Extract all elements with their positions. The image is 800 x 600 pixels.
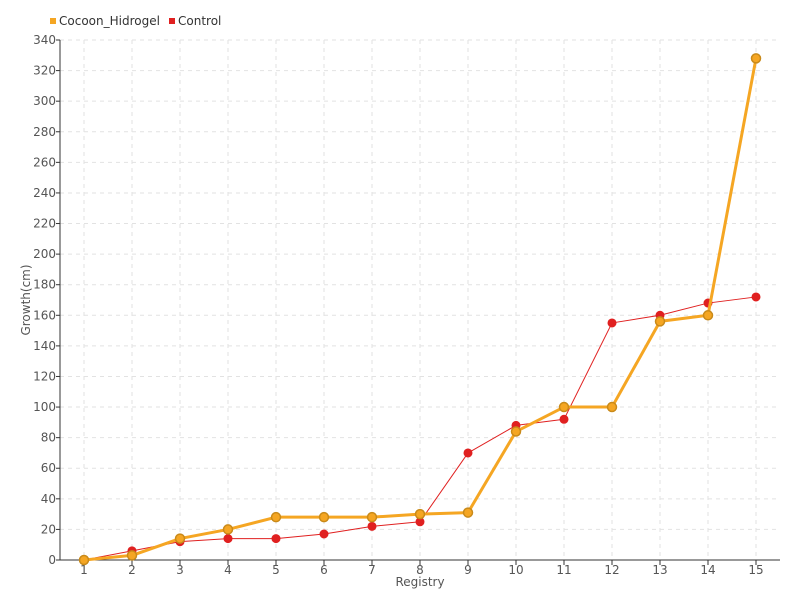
y-tick-label: 160 — [33, 308, 56, 322]
y-tick-label: 240 — [33, 186, 56, 200]
y-axis-ticks: 0 20 40 60 80 100 120 140 160 180 200 220 240 260 280 3… — [33, 33, 60, 567]
data-point-control — [463, 448, 473, 458]
legend: Cocoon_Hidrogel Control — [50, 14, 221, 28]
x-tick-label: 14 — [700, 563, 715, 577]
x-tick-label: 1 — [80, 563, 88, 577]
data-point-cocoon-hidrogel — [270, 511, 282, 523]
series-line-cocoon-hidrogel — [83, 58, 758, 562]
y-tick-label: 260 — [33, 155, 56, 169]
x-tick-label: 9 — [464, 563, 472, 577]
data-point-cocoon-hidrogel — [222, 524, 234, 535]
data-point-cocoon-hidrogel — [318, 511, 330, 523]
y-tick-label: 40 — [41, 492, 56, 506]
y-tick-label: 120 — [33, 369, 56, 383]
data-point-control — [751, 292, 761, 302]
x-tick-label: 8 — [416, 563, 424, 577]
data-point-cocoon-hidrogel — [366, 511, 378, 523]
x-tick-label: 12 — [604, 563, 619, 577]
legend-swatch-cocoon-hidrogel — [50, 18, 56, 24]
y-tick-label: 340 — [33, 33, 56, 47]
data-point-cocoon-hidrogel — [414, 508, 426, 520]
data-point-control — [271, 534, 281, 544]
x-tick-label: 2 — [128, 563, 136, 577]
data-point-cocoon-hidrogel — [78, 554, 90, 566]
data-point-cocoon-hidrogel — [174, 533, 186, 544]
series-layer — [78, 53, 762, 566]
x-tick-label: 13 — [652, 563, 667, 577]
data-point-control — [559, 414, 569, 424]
x-tick-label: 6 — [320, 563, 328, 577]
grid — [60, 39, 780, 560]
x-tick-label: 7 — [368, 563, 376, 577]
x-tick-label: 4 — [224, 563, 232, 577]
data-point-control — [319, 529, 329, 539]
y-tick-label: 220 — [33, 217, 56, 231]
y-tick-label: 80 — [41, 431, 56, 445]
data-point-cocoon-hidrogel — [510, 426, 522, 437]
x-tick-label: 10 — [508, 563, 523, 577]
data-point-control — [223, 534, 233, 544]
y-tick-label: 280 — [33, 125, 56, 139]
x-tick-label: 3 — [176, 563, 184, 577]
data-point-cocoon-hidrogel — [462, 507, 474, 518]
legend-swatch-control — [169, 18, 175, 24]
x-tick-label: 11 — [556, 563, 571, 577]
y-tick-label: 60 — [41, 461, 56, 475]
legend-label-cocoon-hidrogel: Cocoon_Hidrogel — [59, 14, 160, 28]
data-point-cocoon-hidrogel — [750, 53, 762, 64]
y-tick-label: 20 — [41, 522, 56, 536]
data-point-cocoon-hidrogel — [654, 316, 666, 327]
data-point-cocoon-hidrogel — [126, 550, 138, 561]
y-tick-label: 300 — [33, 94, 56, 108]
legend-label-control: Control — [178, 14, 221, 28]
y-tick-label: 180 — [33, 278, 56, 292]
x-axis-ticks: 1 2 3 4 5 6 7 8 9 10 11 12 13 14 15 — [80, 560, 764, 577]
data-point-control — [607, 318, 617, 328]
x-tick-label: 15 — [748, 563, 763, 577]
y-tick-label: 100 — [33, 400, 56, 414]
x-axis-title: Registry — [395, 575, 444, 589]
data-point-cocoon-hidrogel — [702, 310, 714, 321]
y-tick-label: 140 — [33, 339, 56, 353]
y-tick-label: 200 — [33, 247, 56, 261]
x-tick-label: 5 — [272, 563, 280, 577]
y-axis-title: Growth(cm) — [19, 264, 33, 335]
y-tick-label: 0 — [48, 553, 56, 567]
data-point-cocoon-hidrogel — [558, 401, 570, 413]
y-tick-label: 320 — [33, 64, 56, 78]
data-point-control — [367, 521, 377, 531]
data-point-cocoon-hidrogel — [606, 401, 618, 413]
